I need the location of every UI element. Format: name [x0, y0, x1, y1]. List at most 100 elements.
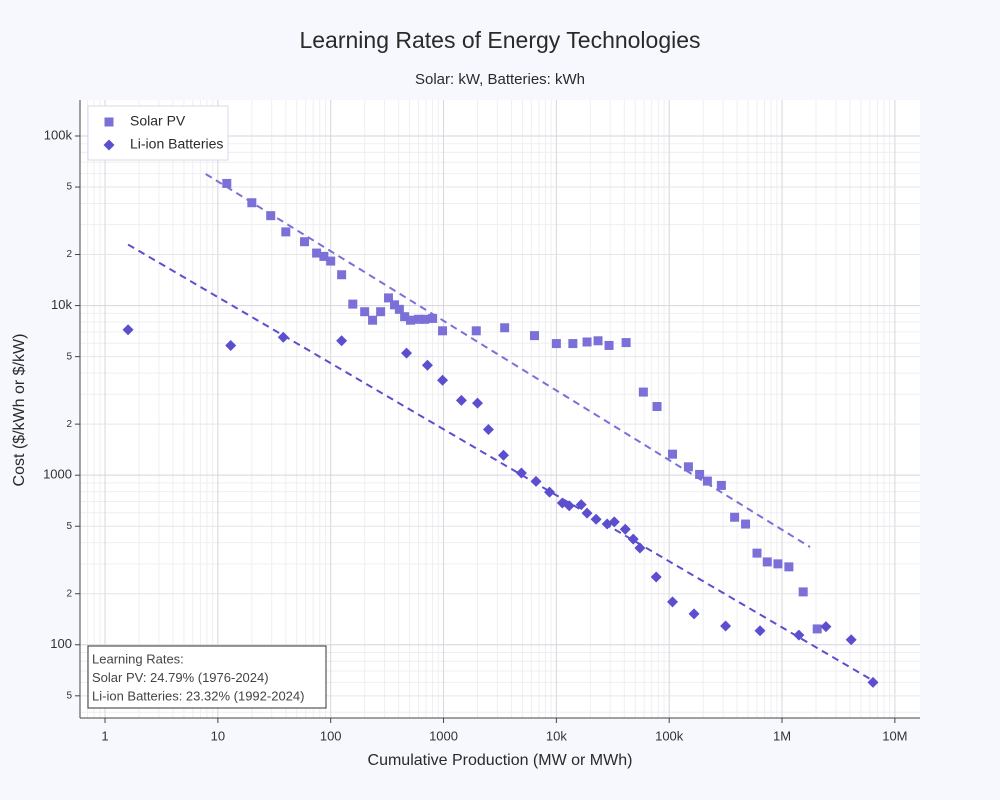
y-tick-label: 100k: [44, 127, 73, 142]
diamond-marker: [421, 359, 433, 371]
diamond-marker: [575, 499, 587, 511]
diamond-marker: [688, 608, 700, 620]
x-tick-label: 1: [101, 728, 108, 743]
square-marker: [383, 293, 393, 303]
square-marker: [798, 587, 808, 597]
diamond-marker: [277, 331, 289, 343]
diamond-marker: [437, 374, 449, 386]
square-marker: [593, 336, 603, 346]
square-marker: [762, 557, 772, 567]
diamond-marker: [563, 500, 575, 512]
x-tick-label: 10: [211, 728, 225, 743]
square-marker: [394, 304, 404, 314]
legend-label: Li-ion Batteries: [130, 136, 223, 152]
diamond-marker: [627, 533, 639, 545]
square-marker: [529, 331, 539, 341]
square-marker: [390, 300, 400, 310]
diamond-marker: [634, 542, 646, 554]
square-marker: [500, 323, 510, 333]
square-marker: [702, 476, 712, 486]
square-marker: [741, 519, 751, 529]
y-tick-label: 5: [66, 521, 72, 532]
legend-box: [87, 105, 229, 161]
x-tick-label: 100k: [655, 728, 684, 743]
square-marker: [104, 117, 114, 127]
diamond-marker: [455, 394, 467, 406]
square-marker: [638, 387, 648, 397]
y-tick-label: 10k: [51, 297, 72, 312]
square-marker: [420, 314, 430, 324]
legend: Solar PV Li-ion Batteries: [87, 105, 229, 161]
diamond-marker: [581, 507, 593, 519]
diamond-marker: [482, 423, 494, 435]
square-marker: [348, 299, 358, 309]
annotation-text: Li-ion Batteries: 23.32% (1992-2024): [92, 688, 304, 703]
diamond-marker: [401, 347, 413, 359]
chart-title: Learning Rates of Energy Technologies: [299, 27, 700, 53]
square-marker: [652, 402, 662, 412]
diamond-marker: [544, 486, 556, 498]
y-tick-label: 5: [66, 351, 72, 362]
diamond-marker: [754, 625, 766, 637]
legend-label: Solar PV: [130, 113, 186, 129]
diamond-marker: [122, 324, 134, 336]
y-tick-label: 2: [66, 249, 72, 260]
square-marker: [300, 237, 310, 247]
square-marker: [695, 469, 705, 479]
x-tick-label: 100: [320, 728, 342, 743]
square-marker: [784, 562, 794, 572]
diamond-marker: [845, 634, 857, 646]
square-marker: [247, 198, 257, 208]
square-marker: [266, 211, 276, 221]
diamond-marker: [336, 335, 348, 347]
diamond-marker: [472, 397, 484, 409]
x-tick-label: 10M: [882, 728, 907, 743]
diamond-marker: [667, 596, 679, 608]
square-marker: [281, 227, 291, 237]
square-marker: [551, 339, 561, 349]
diamond-marker: [498, 449, 510, 461]
square-marker: [428, 313, 438, 323]
y-tick-label: 2: [66, 419, 72, 430]
square-marker: [752, 548, 762, 558]
annotation-text: Learning Rates:: [92, 651, 184, 666]
diamond-marker: [608, 516, 620, 528]
square-marker: [400, 312, 410, 322]
marks: [122, 130, 879, 688]
diamond-marker: [590, 513, 602, 525]
diamond-marker: [515, 467, 527, 479]
plot-area: [80, 100, 920, 718]
annotation: Learning Rates: Solar PV: 24.79% (1976-20…: [87, 645, 327, 709]
square-marker: [716, 480, 726, 490]
diamond-marker: [103, 139, 115, 151]
y-tick-label: 100: [50, 636, 72, 651]
square-marker: [683, 462, 693, 472]
chart-subtitle: Solar: kW, Batteries: kWh: [415, 71, 585, 88]
diamond-marker: [650, 571, 662, 583]
square-marker: [360, 307, 370, 317]
square-marker: [222, 178, 232, 188]
square-marker: [471, 326, 481, 336]
diamond-marker: [820, 621, 832, 633]
square-marker: [414, 314, 424, 324]
diamond-marker: [530, 475, 542, 487]
y-tick-label: 1000: [43, 467, 72, 482]
square-marker: [668, 449, 678, 459]
square-marker: [812, 624, 822, 634]
x-tick-label: 1M: [773, 728, 791, 743]
y-tick-label: 5: [66, 690, 72, 701]
square-marker: [730, 512, 740, 522]
square-marker: [438, 326, 448, 336]
square-marker: [406, 315, 416, 325]
annotation-box: [87, 645, 327, 709]
square-marker: [568, 339, 578, 349]
square-marker: [582, 337, 592, 347]
square-marker: [337, 270, 347, 280]
square-marker: [773, 559, 783, 569]
square-marker: [376, 307, 386, 317]
diamond-marker: [225, 339, 237, 351]
diamond-marker: [619, 523, 631, 535]
square-marker: [604, 340, 614, 350]
